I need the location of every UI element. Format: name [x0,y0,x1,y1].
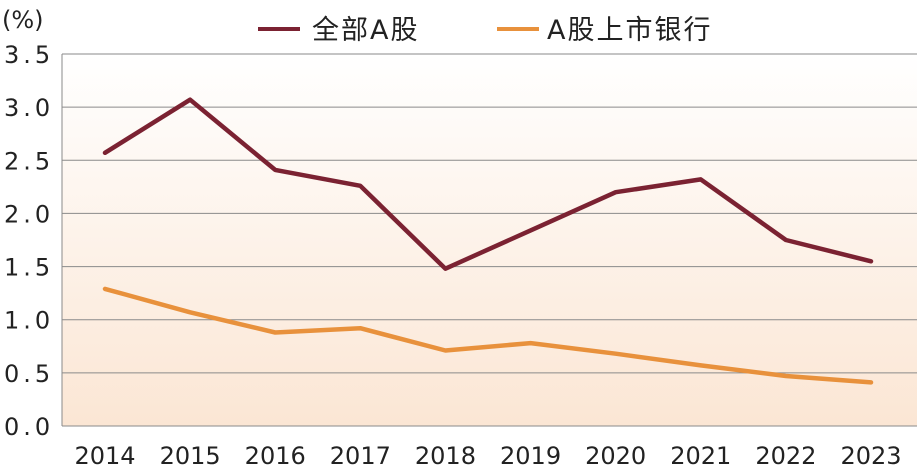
x-tick-label: 2022 [755,442,816,467]
series-line-1 [102,286,874,385]
legend-label-listed-banks: A股上市银行 [547,15,712,46]
x-tick-label: 2016 [245,442,306,467]
y-tick-label: 3.5 [4,41,54,69]
legend-label-all-a-shares: 全部A股 [312,15,419,46]
legend: 全部A股 A股上市银行 [258,15,712,46]
y-tick-label: 1.0 [4,307,54,335]
y-tick-label: 3.0 [4,94,54,122]
series-line-0 [102,97,874,271]
x-tick-label: 2021 [670,442,731,467]
x-tick-label: 2015 [160,442,221,467]
y-tick-label: 1.5 [4,254,54,282]
y-tick-label: 2.5 [4,147,54,175]
x-axis-ticks: 2014 2015 2016 2017 2018 2019 2020 2021 2022 2023 [74,442,901,467]
x-tick-label: 2019 [500,442,561,467]
x-tick-label: 2018 [415,442,476,467]
x-tick-label: 2014 [74,442,135,467]
plot-background [62,54,917,426]
y-tick-label: 0.0 [4,413,54,441]
series-lines [102,97,874,385]
grid-lines [61,53,917,427]
y-axis-ticks: 0.0 0.5 1.0 1.5 2.0 2.5 3.0 3.5 [4,41,54,441]
y-axis-unit-label: (%) [2,6,44,34]
y-tick-label: 0.5 [4,360,54,388]
x-tick-label: 2017 [330,442,391,467]
y-tick-label: 2.0 [4,200,54,228]
x-tick-label: 2023 [840,442,901,467]
x-tick-label: 2020 [585,442,646,467]
